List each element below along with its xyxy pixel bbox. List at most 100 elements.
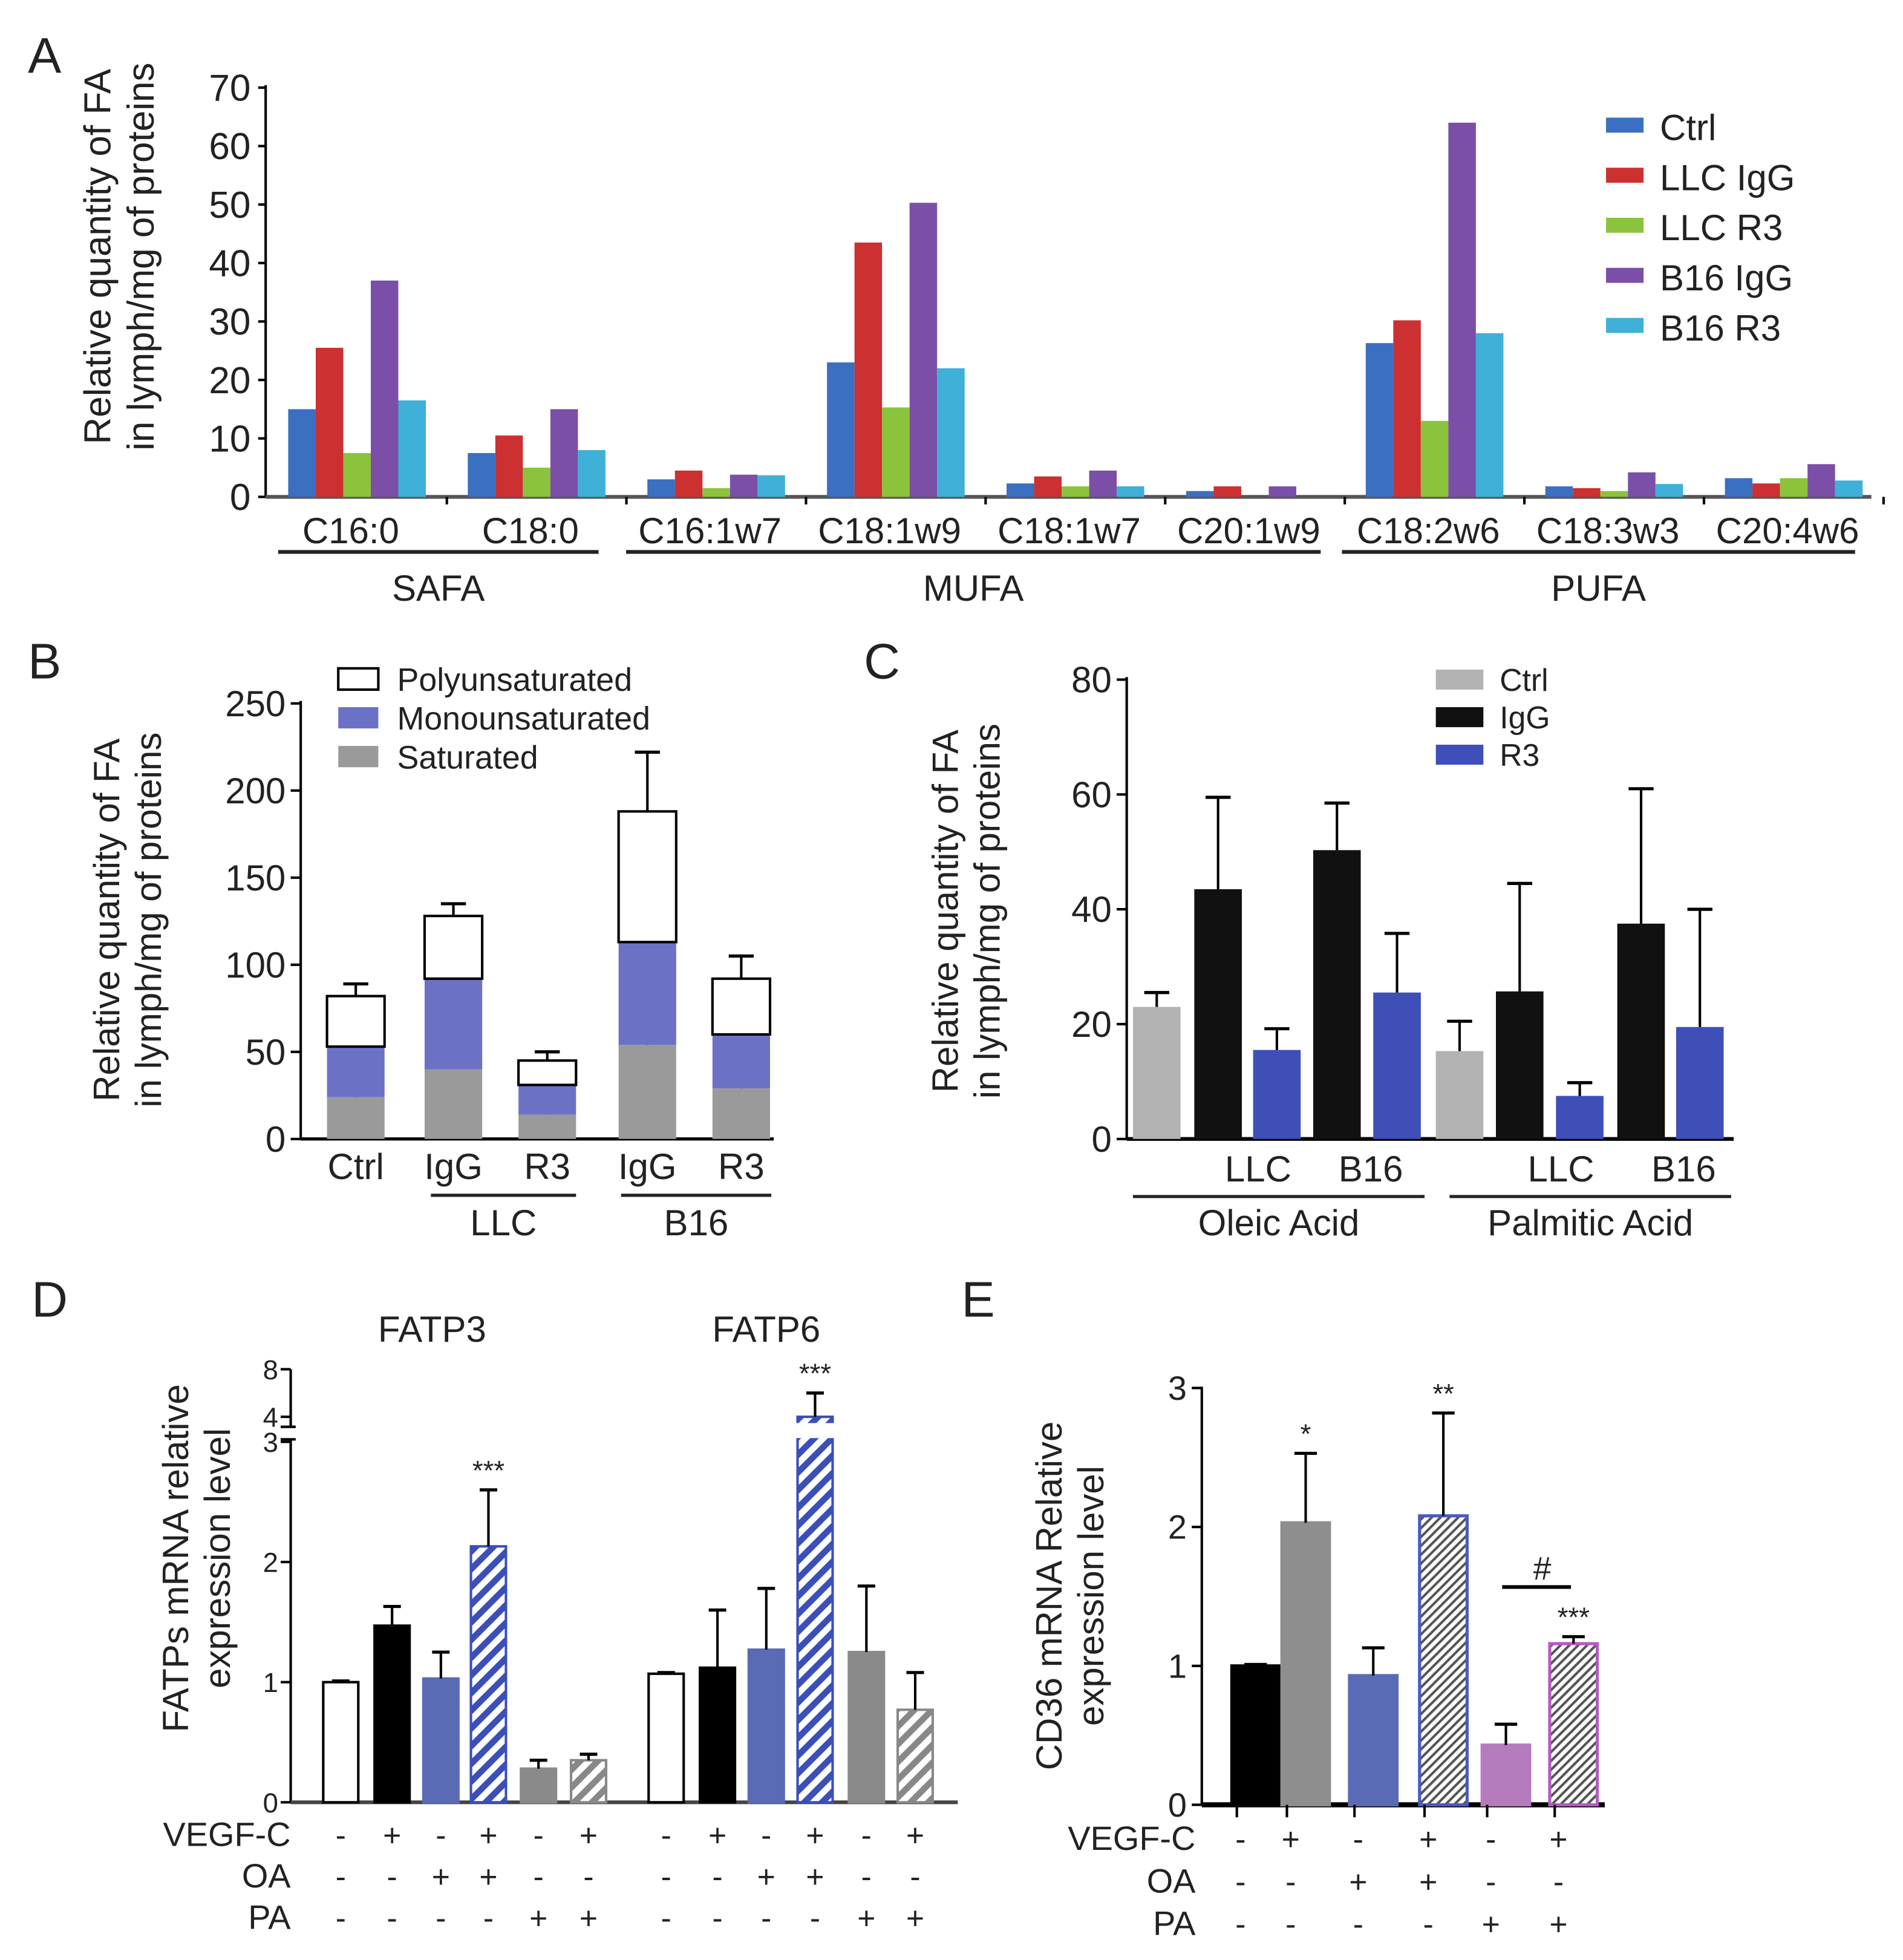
legend-swatch <box>338 707 379 729</box>
bar-llc-igg <box>315 347 344 497</box>
y-axis-label: in lymph/mg of proteins <box>128 733 169 1108</box>
bar-b16-r3 <box>398 400 426 497</box>
condition-sign: - <box>661 1900 671 1935</box>
condition-sign: + <box>806 1859 824 1894</box>
condition-sign: - <box>583 1859 593 1894</box>
bar-b16-igg <box>730 474 758 497</box>
bar-llc-r3 <box>1780 478 1808 497</box>
condition-sign: - <box>1235 1821 1245 1857</box>
bar-b16-igg <box>1807 464 1835 497</box>
legend-swatch <box>338 746 379 768</box>
bar <box>1280 1521 1331 1807</box>
condition-sign: - <box>336 1818 346 1853</box>
y-axis-label: in lymph/mg of proteins <box>967 724 1007 1099</box>
bar <box>1348 1674 1399 1807</box>
bar <box>796 1416 834 1804</box>
bar-llc-igg <box>854 242 883 497</box>
bar <box>520 1767 558 1804</box>
x-tick-label: Ctrl <box>328 1146 384 1187</box>
chart-d: 0 1 2 34 8 FATPs mRNA relative expression leve… <box>155 1309 958 1936</box>
bar-llc-igg <box>1752 483 1780 497</box>
bar-ctrl <box>1186 491 1214 497</box>
group-label: B16 <box>664 1203 729 1243</box>
condition-sign: + <box>906 1900 924 1935</box>
x-tick-label: LLC <box>1225 1149 1291 1189</box>
condition-sign: + <box>906 1818 924 1853</box>
group-label: PUFA <box>1551 568 1646 609</box>
x-tick-label: IgG <box>618 1146 677 1187</box>
bar-b16-igg <box>1268 486 1296 497</box>
condition-sign: - <box>387 1859 397 1894</box>
bar <box>1418 1514 1469 1807</box>
significance-mark: *** <box>472 1455 504 1486</box>
x-tick-label: LLC <box>1528 1149 1595 1189</box>
condition-label: OA <box>242 1857 291 1895</box>
bar-b16-r3 <box>1117 486 1144 497</box>
bar-igg <box>1496 991 1544 1139</box>
condition-sign: + <box>383 1818 401 1853</box>
condition-label: OA <box>1147 1861 1196 1900</box>
legend-label: Ctrl <box>1660 108 1716 148</box>
y-tick-label: 0 <box>266 1119 286 1160</box>
bar <box>647 1672 685 1804</box>
y-axis-label: Relative quantity of FA <box>925 730 965 1093</box>
bar-ctrl <box>1435 1051 1484 1139</box>
y-axis-label: CD36 mRNA Relative <box>1029 1422 1069 1771</box>
condition-sign: + <box>1419 1864 1437 1899</box>
condition-label: VEGF-C <box>163 1815 291 1854</box>
bar-polyunsaturated <box>325 995 386 1048</box>
group-label: MUFA <box>923 568 1024 609</box>
bar-polyunsaturated <box>517 1059 578 1086</box>
y-axis-label: Relative quantity of FA <box>77 68 119 444</box>
bar-r3 <box>1556 1096 1604 1139</box>
bar-saturated <box>712 1088 770 1139</box>
bar <box>373 1624 411 1804</box>
bar-monounsaturated <box>424 978 483 1070</box>
bar-llc-r3 <box>1062 486 1089 497</box>
condition-sign: - <box>810 1900 820 1935</box>
condition-sign: - <box>661 1818 671 1853</box>
group-label: LLC <box>470 1203 537 1243</box>
y-tick-label: 100 <box>225 945 286 985</box>
y-tick-label: 200 <box>225 771 286 811</box>
y-tick-label: 1 <box>1168 1647 1187 1685</box>
y-tick-label: 40 <box>209 243 250 285</box>
condition-label: VEGF-C <box>1068 1819 1195 1857</box>
legend-swatch <box>1435 745 1484 765</box>
group-label: Oleic Acid <box>1198 1203 1360 1243</box>
y-axis-label: expression level <box>1071 1466 1111 1726</box>
bar-b16-r3 <box>1835 480 1863 497</box>
bar-monounsaturated <box>327 1047 385 1097</box>
y-tick-label: 0 <box>1091 1119 1111 1160</box>
y-tick-label: 3 <box>263 1427 278 1458</box>
bar-monounsaturated <box>712 1034 770 1089</box>
condition-sign: + <box>857 1900 875 1935</box>
bar-b16-r3 <box>1655 484 1683 497</box>
y-tick-label: 70 <box>209 68 250 109</box>
bar-llc-igg <box>1034 476 1062 497</box>
bar-llc-igg <box>674 470 703 497</box>
legend-label: B16 R3 <box>1660 308 1781 348</box>
bar-monounsaturated <box>618 942 676 1045</box>
legend-label: Ctrl <box>1500 662 1548 697</box>
legend-swatch <box>1606 168 1644 183</box>
legend-swatch <box>337 667 380 691</box>
bar <box>699 1666 737 1804</box>
x-tick-label: B16 <box>1339 1149 1403 1189</box>
bar-monounsaturated <box>518 1085 576 1115</box>
condition-sign: + <box>1482 1907 1500 1942</box>
y-axis-label: expression level <box>197 1428 238 1688</box>
y-tick-label: 50 <box>209 185 250 226</box>
bar <box>847 1650 886 1804</box>
legend-swatch <box>1435 707 1484 728</box>
legend-label: Monounsaturated <box>397 701 650 737</box>
bar-llc-igg <box>1573 488 1601 497</box>
x-tick-label: C16:0 <box>302 511 399 551</box>
x-tick-label: R3 <box>524 1146 570 1187</box>
condition-sign: - <box>534 1818 544 1853</box>
bar-llc-r3 <box>1600 491 1628 497</box>
condition-sign: - <box>761 1900 771 1935</box>
condition-sign: + <box>1419 1821 1437 1857</box>
legend-label: LLC IgG <box>1660 157 1795 198</box>
bar-llc-r3 <box>523 468 550 497</box>
